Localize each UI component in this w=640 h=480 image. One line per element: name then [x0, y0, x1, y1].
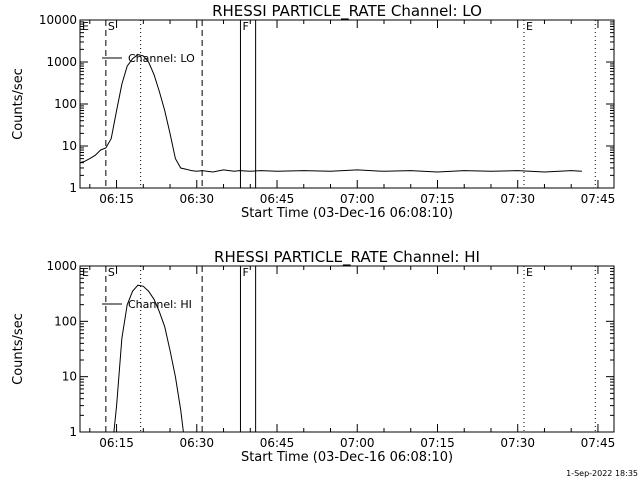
date-stamp: 1-Sep-2022 18:35	[566, 469, 638, 478]
event-marker-label: S	[108, 20, 115, 33]
event-marker-label: S	[108, 266, 115, 279]
y-axis-label: Counts/sec	[11, 313, 26, 385]
x-tick-label: 06:45	[260, 192, 295, 206]
series-line	[79, 54, 582, 173]
plot-frame	[79, 19, 615, 189]
x-tick-label: 07:00	[340, 192, 375, 206]
chart-panel-lo: RHESSI PARTICLE_RATE Channel: LO 1 10 100 10…	[11, 2, 615, 221]
x-tick-label: 07:15	[420, 436, 455, 450]
event-marker-label: E	[526, 266, 533, 279]
x-tick-label: 06:30	[179, 192, 214, 206]
legend-label: Channel: LO	[128, 52, 195, 65]
x-tick-label: 06:30	[179, 436, 214, 450]
event-marker-label: F	[242, 20, 248, 33]
event-marker-label: E	[526, 20, 533, 33]
y-tick-label: 10	[62, 139, 77, 153]
y-tick-label: 1	[69, 181, 77, 195]
y-tick-label: 100	[54, 314, 77, 328]
event-marker-label: E	[82, 20, 89, 33]
y-tick-label: 1000	[46, 259, 77, 273]
chart-panel-hi: RHESSI PARTICLE_RATE Channel: HI 1 10 100 10…	[11, 248, 615, 465]
x-tick-label: 06:15	[99, 192, 134, 206]
x-tick-label: 07:00	[340, 436, 375, 450]
x-tick-label: 07:30	[500, 436, 535, 450]
x-tick-label: 06:45	[260, 436, 295, 450]
x-tick-label: 07:45	[581, 192, 616, 206]
x-tick-label: 07:30	[500, 192, 535, 206]
y-tick-label: 100	[54, 97, 77, 111]
series-line	[113, 284, 184, 433]
event-marker-label: F	[242, 266, 248, 279]
chart-title: RHESSI PARTICLE_RATE Channel: LO	[212, 2, 482, 21]
x-tick-label: 07:45	[581, 436, 616, 450]
plot-frame	[79, 265, 615, 433]
y-tick-label: 1	[69, 425, 77, 439]
y-tick-label: 1000	[46, 55, 77, 69]
chart-title: RHESSI PARTICLE_RATE Channel: HI	[214, 248, 480, 267]
y-tick-label: 10	[62, 370, 77, 384]
x-axis-label: Start Time (03-Dec-16 06:08:10)	[241, 450, 453, 465]
x-tick-label: 07:15	[420, 192, 455, 206]
y-axis-label: Counts/sec	[11, 68, 26, 140]
legend-label: Channel: HI	[128, 298, 192, 311]
x-tick-label: 06:15	[99, 436, 134, 450]
event-marker-label: E	[82, 266, 89, 279]
x-axis-label: Start Time (03-Dec-16 06:08:10)	[241, 206, 453, 221]
y-tick-label: 10000	[39, 13, 77, 27]
